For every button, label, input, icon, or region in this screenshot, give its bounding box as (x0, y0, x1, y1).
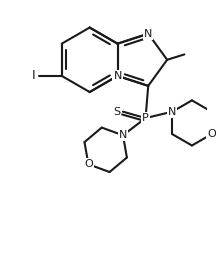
Text: I: I (32, 69, 36, 82)
Text: N: N (119, 130, 127, 140)
Text: O: O (84, 159, 93, 169)
Text: P: P (142, 113, 149, 123)
Text: O: O (207, 129, 216, 139)
Text: N: N (144, 29, 152, 39)
Text: N: N (168, 107, 177, 117)
Text: N: N (113, 71, 122, 81)
Text: S: S (113, 107, 120, 117)
